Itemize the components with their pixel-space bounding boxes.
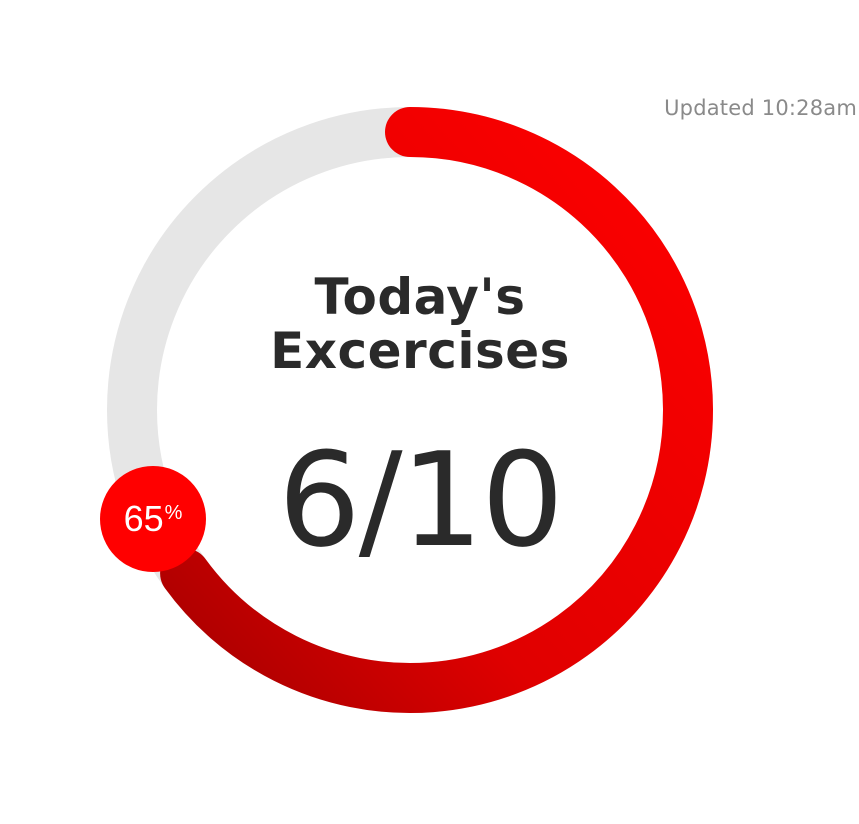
title-line-1: Today's — [314, 268, 526, 326]
title-line-2: Excercises — [270, 322, 570, 380]
progress-arc — [160, 107, 713, 713]
percent-sign: % — [164, 502, 183, 524]
widget-title: Today's Excercises — [210, 270, 630, 378]
percent-badge: 65 % — [100, 466, 206, 572]
exercise-count: 6/10 — [278, 424, 564, 576]
percent-value: 65 — [123, 498, 164, 539]
updated-timestamp: Updated 10:28am — [664, 96, 857, 120]
